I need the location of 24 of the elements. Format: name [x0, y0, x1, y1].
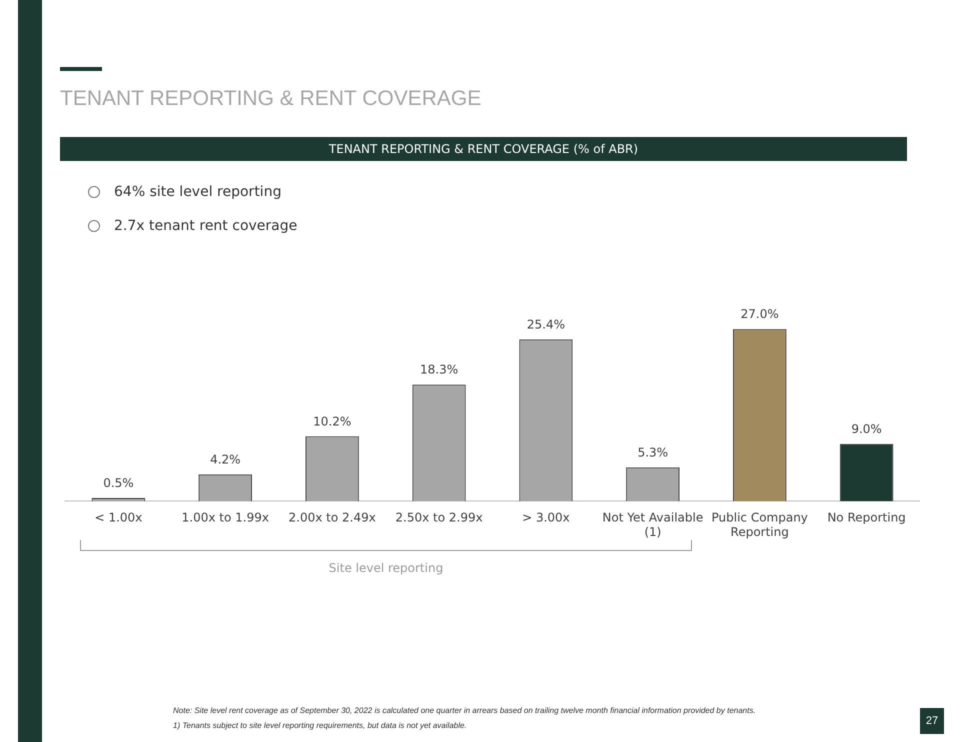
text: 2.7x tenant rent coverage: [114, 218, 298, 234]
text: Site level reporting: [328, 561, 444, 575]
data-label: 5.3%: [638, 446, 668, 460]
data-label: 4.2%: [210, 452, 241, 467]
x-tick-label: 2.00x to 2.49x: [288, 510, 376, 525]
text: Note: Site level rent coverage as of September 30, 2022 is calculated one quarter in arrears based on trailing twelve month financial information provided by tenants.: [173, 706, 756, 715]
x-tick-label: 2.50x to 2.99x: [395, 510, 483, 525]
chart-title: TENANT REPORTING & RENT COVERAGE: [60, 87, 482, 111]
x-tick-label: No Reporting: [827, 510, 906, 525]
data-label: 0.5%: [103, 476, 134, 490]
data-label: 25.4%: [526, 317, 565, 332]
text: 27: [920, 708, 944, 734]
data-label: 9.0%: [851, 422, 882, 436]
x-tick-label: Not Yet Available (1): [602, 510, 704, 539]
text: 1) Tenants subject to site level reporting requirements, but data is not yet available.: [173, 721, 467, 730]
chart-subtitle: TENANT REPORTING & RENT COVERAGE (% of ABR): [60, 137, 907, 161]
data-label: 10.2%: [313, 414, 352, 428]
data-label: 27.0%: [740, 307, 779, 322]
x-tick-label: Public Company Reporting: [711, 510, 808, 539]
x-tick-label: < 1.00x: [94, 510, 142, 525]
x-tick-label: 1.00x to 1.99x: [182, 510, 269, 525]
text: 64% site level reporting: [114, 184, 282, 200]
x-tick-label: > 3.00x: [522, 510, 570, 525]
data-label: 18.3%: [420, 362, 458, 377]
